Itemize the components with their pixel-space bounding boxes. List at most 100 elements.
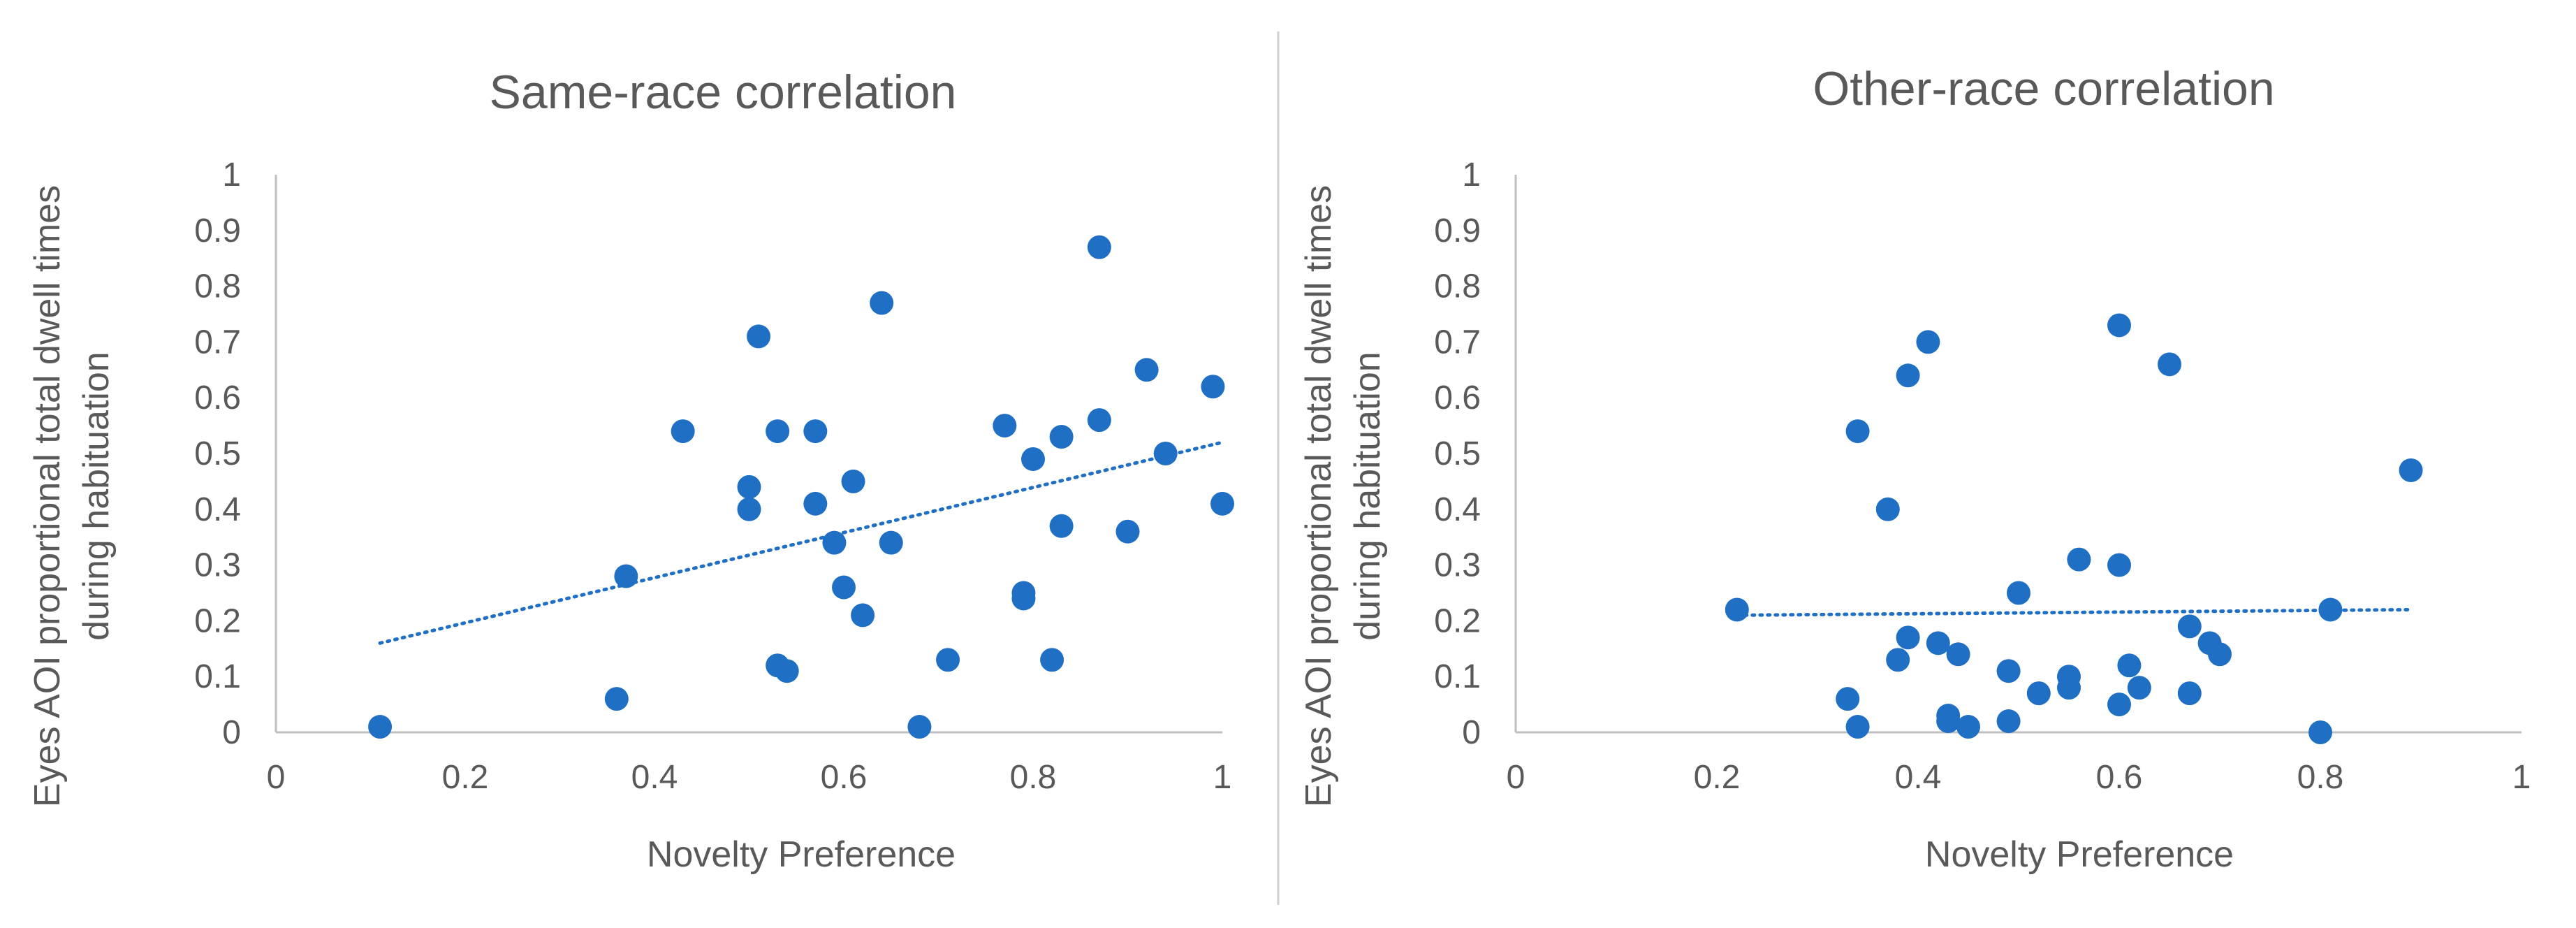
data-point (2308, 720, 2332, 744)
data-point (737, 497, 761, 521)
y-tick-label: 0.1 (194, 658, 241, 695)
data-point (1926, 631, 1950, 655)
data-point (2057, 676, 2081, 700)
y-tick-label: 0.6 (194, 379, 241, 416)
data-point (775, 659, 799, 683)
y-tick-label: 1 (222, 157, 241, 194)
plot-area: 0 0.1 0.2 0.3 0.4 0.5 0.6 0.7 0.8 0.9 1 0 0.2 0.4 0.6 0… (1434, 157, 2531, 796)
data-point (1049, 425, 1074, 449)
data-point (936, 648, 960, 672)
data-point (832, 575, 856, 600)
data-point (737, 474, 761, 499)
data-point (993, 414, 1017, 438)
x-tick-label: 0.8 (2297, 759, 2344, 796)
x-axis-title: Novelty Preference (647, 834, 956, 875)
data-point (2107, 693, 2131, 717)
data-point (1956, 715, 1980, 739)
data-point (766, 419, 790, 444)
plot-area: 0 0.1 0.2 0.3 0.4 0.5 0.6 0.7 0.8 0.9 1 0 0.2 0.4 0.6 0… (194, 157, 1234, 796)
data-point (1049, 514, 1074, 538)
y-axis-title-line-2: during habituation (1347, 351, 1388, 640)
data-point (1087, 235, 1111, 259)
data-point (1896, 625, 1920, 650)
data-point (2107, 313, 2131, 338)
data-point (1996, 709, 2021, 734)
chart-other-race: Other-race correlation Eyes AOI proporti… (1298, 62, 2531, 875)
data-point (671, 419, 695, 444)
data-point (803, 491, 828, 516)
x-axis-title: Novelty Preference (1925, 834, 2234, 875)
y-tick-label: 0.7 (1434, 324, 1481, 361)
x-tick-label: 0.2 (1694, 759, 1741, 796)
data-point (1916, 330, 1940, 354)
data-point (1725, 597, 1749, 622)
data-point (841, 469, 865, 493)
y-tick-label: 1 (1462, 157, 1481, 194)
data-point (1210, 491, 1234, 516)
data-point (2067, 547, 2091, 572)
chart-same-race: Same-race correlation Eyes AOI proportio… (27, 66, 1234, 875)
y-tick-label: 0.8 (1434, 268, 1481, 305)
data-point (870, 291, 894, 315)
x-tick-label: 0.6 (2096, 759, 2143, 796)
data-point (1845, 715, 1870, 739)
data-point (2107, 553, 2131, 577)
trendline (1735, 607, 2413, 617)
y-tick-label: 0.7 (194, 324, 241, 361)
data-point (822, 530, 847, 555)
y-tick-label: 0.2 (1434, 602, 1481, 639)
data-point (747, 324, 771, 349)
data-point (2026, 681, 2051, 706)
y-tick-label: 0.1 (1434, 658, 1481, 695)
y-tick-label: 0.6 (1434, 379, 1481, 416)
data-point (614, 564, 638, 588)
data-point (1845, 419, 1870, 444)
data-point (1946, 642, 1970, 667)
data-point (1886, 648, 1910, 672)
y-tick-label: 0.9 (194, 212, 241, 249)
x-tick-label: 0.2 (442, 759, 489, 796)
data-point (1134, 358, 1159, 382)
data-point (1011, 586, 1036, 611)
data-point (2007, 581, 2030, 605)
data-point (368, 715, 393, 739)
x-tick-label: 0.4 (631, 759, 678, 796)
data-point (1996, 659, 2021, 683)
x-tick-label: 1 (2512, 759, 2531, 796)
data-point (2158, 352, 2181, 377)
trendline (378, 440, 1224, 645)
y-tick-label: 0.8 (194, 268, 241, 305)
data-point (2177, 681, 2202, 706)
y-axis-title-line-1: Eyes AOI proportional total dwell times (27, 185, 68, 807)
y-tick-label: 0.5 (1434, 435, 1481, 472)
data-point (604, 687, 629, 711)
data-point (1021, 447, 1045, 471)
data-point (2318, 597, 2343, 622)
data-point (851, 603, 875, 628)
data-point (2117, 653, 2142, 678)
chart-title: Other-race correlation (1813, 62, 2274, 115)
x-tick-label: 0.6 (821, 759, 868, 796)
data-point (1936, 709, 1961, 734)
y-tick-label: 0.3 (1434, 547, 1481, 584)
y-axis-title-line-2: during habituation (76, 351, 117, 640)
data-point (2208, 642, 2232, 667)
x-tick-label: 0 (1507, 759, 1525, 796)
data-point (907, 715, 932, 739)
data-point (1040, 648, 1064, 672)
data-point (1087, 408, 1111, 433)
y-axis-title-line-1: Eyes AOI proportional total dwell times (1298, 185, 1339, 807)
y-tick-label: 0.5 (194, 435, 241, 472)
data-point (1896, 363, 1920, 388)
data-point (1201, 375, 1225, 399)
y-tick-label: 0.4 (1434, 491, 1481, 528)
y-axis-title: Eyes AOI proportional total dwell times … (1298, 185, 1388, 807)
x-tick-label: 0.4 (1895, 759, 1942, 796)
y-axis-title: Eyes AOI proportional total dwell times … (27, 185, 117, 807)
data-point (1153, 442, 1178, 465)
y-tick-label: 0 (222, 714, 241, 751)
y-tick-label: 0.2 (194, 602, 241, 639)
data-point (803, 419, 828, 444)
data-point (2177, 614, 2202, 639)
